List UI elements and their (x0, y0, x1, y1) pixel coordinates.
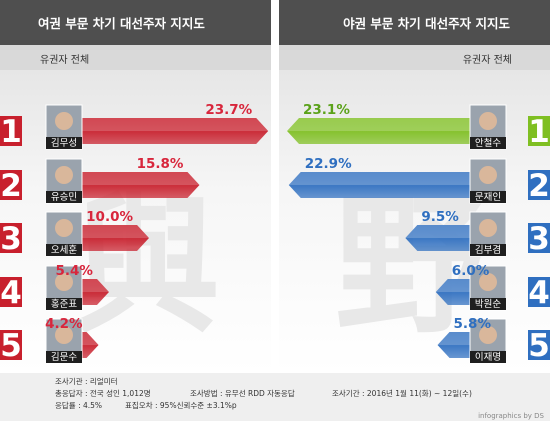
right-header-bar: 야권 부문 차기 대선주자 지지도 (279, 0, 550, 45)
right-rank-2: 2 (528, 168, 550, 204)
note-sampling-error: 표집오차 : 95%신뢰수준 ±3.1%p (125, 401, 237, 410)
right-name-3: 김부겸 (475, 244, 501, 256)
left-photo-face-4 (55, 273, 73, 291)
right-bar-1 (287, 118, 500, 144)
right-name-strip-5 (470, 351, 506, 363)
right-photo-face-4 (479, 273, 497, 291)
left-photo-face-5 (55, 326, 73, 344)
right-photo-face-2 (479, 166, 497, 184)
left-value-label-4: 5.4% (56, 263, 94, 279)
credit-text: infographics by DS (478, 412, 544, 420)
left-name-4: 홍준표 (51, 298, 77, 310)
left-rank-block-1 (0, 116, 22, 146)
right-value-label-3: 9.5% (421, 209, 459, 225)
note-response-rate: 응답률 : 4.5% (55, 401, 103, 410)
left-name-2: 유승민 (51, 192, 77, 203)
right-bar-2-highlight (288, 172, 500, 185)
right-name-1: 안철수 (475, 138, 501, 149)
left-name-strip-3 (46, 244, 82, 256)
right-watermark-glyph: 野 (335, 178, 486, 354)
right-rank-3: 3 (528, 221, 550, 257)
right-name-strip-3 (470, 244, 506, 256)
right-name-strip-1 (470, 137, 506, 149)
right-name-strip-4 (470, 298, 506, 310)
right-bar-2 (288, 172, 500, 198)
left-value-label-1: 23.7% (205, 102, 252, 118)
left-name-5: 김문수 (51, 351, 77, 363)
right-rank-5: 5 (528, 328, 550, 364)
left-value-label-2: 15.8% (137, 156, 184, 172)
right-photo-face-1 (479, 112, 497, 130)
left-rank-block-3 (0, 223, 22, 253)
left-name-strip-4 (46, 298, 82, 310)
left-name-strip-2 (46, 191, 82, 203)
left-rank-block-2 (0, 170, 22, 200)
left-name-strip-5 (46, 351, 82, 363)
right-rank-block-1 (528, 116, 550, 146)
left-value-label-3: 10.0% (86, 209, 133, 225)
left-header-bar: 여권 부문 차기 대선주자 지지도 (0, 0, 271, 45)
note-respondents: 총응답자 : 전국 성인 1,012명 (55, 389, 151, 398)
left-bar-2 (50, 172, 200, 198)
left-name-1: 김무성 (51, 137, 77, 149)
right-rank-block-3 (528, 223, 550, 253)
left-rank-block-5 (0, 330, 22, 360)
left-rank-3: 3 (0, 221, 22, 257)
left-rank-2: 2 (0, 168, 22, 204)
left-rank-block-4 (0, 277, 22, 307)
left-name-strip-1 (46, 137, 82, 149)
left-watermark-glyph: 與 (70, 178, 221, 354)
right-rank-1: 1 (528, 114, 550, 150)
right-value-label-4: 6.0% (452, 263, 490, 279)
right-chart-title: 야권 부문 차기 대선주자 지지도 (343, 16, 510, 31)
right-value-label-2: 22.9% (305, 156, 352, 172)
right-value-label-5: 5.8% (454, 316, 492, 332)
right-bar-1-highlight (287, 118, 500, 131)
left-photo-face-1 (55, 112, 73, 130)
right-subheader: 유권자 전체 (279, 45, 550, 70)
left-subheader: 유권자 전체 (0, 45, 271, 70)
left-bar-1 (50, 118, 269, 144)
left-bar-1-highlight (50, 118, 269, 131)
left-rank-1: 1 (0, 114, 22, 150)
right-rank-block-5 (528, 330, 550, 360)
left-name-3: 오세훈 (51, 244, 77, 256)
right-subtitle: 유권자 전체 (462, 55, 512, 66)
left-photo-face-3 (55, 219, 73, 237)
note-method: 조사방법 : 유무선 RDD 자동응답 (190, 389, 295, 398)
left-photo-face-2 (55, 166, 73, 184)
right-name-4: 박원순 (475, 299, 501, 310)
right-rank-block-2 (528, 170, 550, 200)
left-subtitle: 유권자 전체 (40, 55, 90, 66)
right-name-2: 문재인 (475, 192, 501, 203)
note-agency: 조사기관 : 리얼미터 (55, 377, 118, 386)
left-rank-5: 5 (0, 328, 22, 364)
right-photo-face-3 (479, 219, 497, 237)
left-bar-2-highlight (50, 172, 200, 185)
right-name-strip-2 (470, 191, 506, 203)
center-divider (271, 0, 279, 373)
left-rank-4: 4 (0, 275, 22, 311)
footer-notes: 조사기관 : 리얼미터 총응답자 : 전국 성인 1,012명 조사방법 : 유… (0, 373, 550, 421)
right-name-5: 이재명 (475, 352, 501, 363)
right-value-label-1: 23.1% (303, 102, 350, 118)
left-value-label-5: 4.2% (45, 316, 83, 332)
note-period: 조사기간 : 2016년 1월 11(화) ~ 12일(수) (332, 389, 472, 398)
right-rank-block-4 (528, 277, 550, 307)
right-rank-4: 4 (528, 275, 550, 311)
left-chart-title: 여권 부문 차기 대선주자 지지도 (38, 16, 205, 31)
right-photo-face-5 (479, 326, 497, 344)
